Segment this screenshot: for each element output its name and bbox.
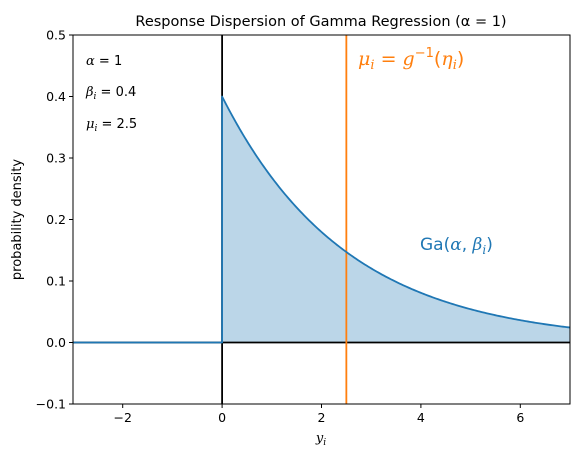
y-tick-label: 0.2 (46, 212, 66, 227)
x-tick-label: −2 (113, 410, 131, 425)
y-tick-label: −0.1 (36, 397, 66, 412)
x-tick-label: 2 (318, 410, 326, 425)
y-tick-label: 0.3 (46, 151, 66, 166)
mu-annotation: μi = 2.5 (86, 117, 137, 134)
y-tick-label: 0.0 (46, 335, 66, 350)
x-tick-label: 4 (417, 410, 425, 425)
plot-frame (72, 34, 571, 405)
beta-annotation: βi = 0.4 (85, 85, 136, 102)
alpha-annotation: α = 1 (86, 54, 122, 69)
y-tick-label: 0.1 (46, 274, 66, 289)
density-fill-area (222, 96, 570, 343)
distribution-label: Ga(α, βi) (420, 235, 493, 257)
y-tick-label: 0.4 (46, 89, 66, 104)
y-tick-label: 0.5 (46, 28, 66, 43)
density-curve-line (73, 95, 571, 344)
chart-title: Response Dispersion of Gamma Regression … (135, 14, 506, 30)
x-tick-label: 0 (218, 410, 226, 425)
x-tick-label: 6 (516, 410, 524, 425)
mean-line-label: μi = g−1(ηi) (358, 46, 464, 73)
x-axis-label: yi (315, 431, 326, 448)
y-axis-label: probability density (10, 159, 25, 280)
